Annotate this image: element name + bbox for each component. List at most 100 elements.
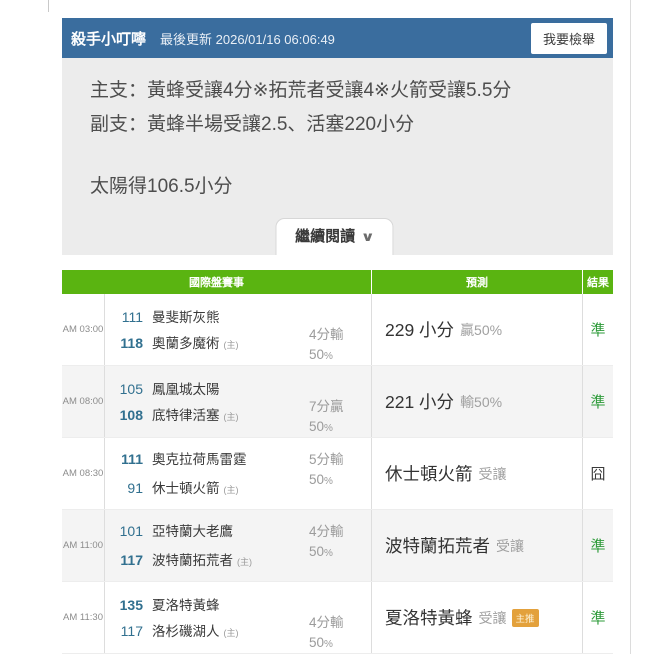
prediction-cell: 波特蘭拓荒者 受讓: [372, 510, 583, 581]
prediction-outcome: 輸50%: [460, 393, 503, 410]
result-cell: 準: [583, 294, 613, 365]
prediction-outcome: 受讓: [478, 465, 507, 482]
continue-reading-label: 繼續閱讀: [295, 228, 356, 245]
prediction-outcome: 受讓: [496, 537, 524, 554]
teams-cell: 135 夏洛特黃蜂 117 洛杉磯湖人 (主) 4分輸 50%: [105, 582, 372, 653]
home-team-line: 117 洛杉磯湖人 (主): [109, 620, 309, 640]
away-team-name: 曼斐斯灰熊: [152, 310, 220, 325]
tips-title: 殺手小叮嚀: [71, 30, 147, 48]
last-updated-text: 最後更新 2026/01/16 06:06:49: [160, 31, 335, 47]
right-page-divider: [630, 0, 631, 654]
table-header-row: 國際盤賽事 預測 結果: [62, 270, 613, 294]
spread-result: 4分輸 50%: [309, 327, 344, 362]
spread-result: 5分輸 50%: [309, 452, 344, 487]
home-team-name: 奧蘭多魔術: [152, 336, 220, 351]
away-team-line: 101 亞特蘭大老鷹: [109, 520, 309, 540]
table-row[interactable]: AM 11:00 101 亞特蘭大老鷹 117 波特蘭拓荒者 (主): [62, 510, 613, 582]
result-cell: 囧: [583, 438, 613, 509]
result-cell: 準: [583, 510, 613, 581]
prediction-cell: 229 小分 贏50%: [372, 294, 583, 365]
away-team-line: 105 鳳凰城太陽: [109, 378, 309, 398]
prediction-main: 夏洛特黃蜂: [385, 608, 473, 628]
prediction-outcome: 贏50%: [460, 321, 503, 338]
table-row[interactable]: AM 03:00 111 曼斐斯灰熊 118 奧蘭多魔術 (主): [62, 294, 613, 366]
table-row[interactable]: AM 08:30 111 奧克拉荷馬雷霆 91 休士頓火箭 (主): [62, 438, 613, 510]
game-time: AM 11:30: [62, 582, 105, 653]
main-pick-badge: 主推: [511, 608, 539, 627]
home-score: 91: [127, 480, 143, 496]
result-badge: 囧: [590, 466, 606, 483]
prediction-main: 229 小分: [385, 320, 455, 340]
home-tag: (主): [223, 412, 239, 422]
chevron-down-icon: ∨: [360, 229, 375, 244]
home-tag: (主): [223, 485, 239, 495]
home-score: 118: [120, 335, 143, 351]
away-score: 105: [119, 381, 143, 397]
away-team-line: 135 夏洛特黃蜂: [109, 594, 309, 614]
away-score: 135: [119, 597, 143, 613]
game-time: AM 08:00: [62, 366, 105, 437]
tips-line-main: 主支：黃蜂受讓4分※拓荒者受讓4※火箭受讓5.5分: [90, 80, 512, 101]
tips-panel: 主支：黃蜂受讓4分※拓荒者受讓4※火箭受讓5.5分 副支：黃蜂半場受讓2.5、活…: [62, 58, 613, 255]
away-team-line: 111 曼斐斯灰熊: [109, 306, 309, 326]
table-row[interactable]: AM 11:30 135 夏洛特黃蜂 117 洛杉磯湖人 (主): [62, 582, 613, 654]
tips-line-total: 太陽得106.5小分: [90, 176, 233, 197]
top-left-divider: [48, 0, 49, 12]
report-button[interactable]: 我要檢舉: [530, 22, 607, 54]
game-time: AM 03:00: [62, 294, 105, 365]
result-badge: 準: [590, 322, 606, 339]
teams-cell: 111 奧克拉荷馬雷霆 91 休士頓火箭 (主) 5分輸 50%: [105, 438, 372, 509]
home-team-line: 117 波特蘭拓荒者 (主): [109, 549, 309, 569]
game-time: AM 11:00: [62, 510, 105, 581]
home-team-line: 108 底特律活塞 (主): [109, 404, 309, 424]
away-team-name: 夏洛特黃蜂: [152, 598, 220, 613]
continue-reading-tab[interactable]: 繼續閱讀 ∨: [274, 218, 393, 255]
away-team-name: 鳳凰城太陽: [152, 382, 220, 397]
prediction-cell: 221 小分 輸50%: [372, 366, 583, 437]
home-team-name: 底特律活塞: [152, 408, 220, 423]
prediction-cell: 夏洛特黃蜂 受讓 主推: [372, 582, 583, 653]
column-header-result: 結果: [587, 277, 609, 289]
home-team-name: 洛杉磯湖人: [152, 624, 220, 639]
column-header-prediction: 預測: [372, 270, 583, 294]
home-team-line: 118 奧蘭多魔術 (主): [109, 332, 309, 352]
home-score: 117: [120, 623, 143, 639]
teams-cell: 105 鳳凰城太陽 108 底特律活塞 (主) 7分贏 50%: [105, 366, 372, 437]
table-row[interactable]: AM 08:00 105 鳳凰城太陽 108 底特律活塞 (主): [62, 366, 613, 438]
away-team-line: 111 奧克拉荷馬雷霆: [109, 448, 309, 468]
game-time: AM 08:30: [62, 438, 105, 509]
prediction-main: 波特蘭拓荒者: [385, 536, 490, 556]
result-badge: 準: [590, 538, 606, 555]
tips-header-bar: 殺手小叮嚀 最後更新 2026/01/16 06:06:49 我要檢舉: [62, 18, 613, 58]
away-team-name: 奧克拉荷馬雷霆: [152, 452, 247, 467]
home-tag: (主): [237, 557, 252, 567]
home-team-name: 休士頓火箭: [152, 481, 220, 496]
prediction-cell: 休士頓火箭 受讓: [372, 438, 583, 509]
games-table: 國際盤賽事 預測 結果 AM 03:00 111 曼斐斯灰熊 118 奧蘭多魔: [62, 270, 613, 654]
away-team-name: 亞特蘭大老鷹: [152, 524, 233, 539]
away-score: 111: [121, 309, 143, 325]
column-header-events: 國際盤賽事: [62, 270, 372, 294]
teams-cell: 111 曼斐斯灰熊 118 奧蘭多魔術 (主) 4分輸 50%: [105, 294, 372, 365]
home-score: 108: [119, 407, 143, 423]
away-score: 111: [121, 451, 143, 467]
home-team-line: 91 休士頓火箭 (主): [109, 477, 309, 497]
away-score: 101: [119, 523, 143, 539]
spread-result: 7分贏 50%: [309, 399, 344, 434]
result-badge: 準: [590, 610, 606, 627]
home-score: 117: [120, 552, 143, 568]
prediction-outcome: 受讓: [478, 609, 507, 626]
result-cell: 準: [583, 582, 613, 653]
tips-line-secondary: 副支：黃蜂半場受讓2.5、活塞220小分: [90, 114, 415, 135]
spread-result: 4分輸 50%: [309, 524, 344, 559]
result-badge: 準: [590, 394, 606, 411]
prediction-main: 221 小分: [385, 392, 455, 412]
teams-cell: 101 亞特蘭大老鷹 117 波特蘭拓荒者 (主) 4分輸 50%: [105, 510, 372, 581]
tips-card: 殺手小叮嚀 最後更新 2026/01/16 06:06:49 我要檢舉 主支：黃…: [62, 18, 613, 654]
home-tag: (主): [223, 628, 239, 638]
home-tag: (主): [223, 340, 239, 350]
spread-result: 4分輸 50%: [309, 615, 344, 650]
prediction-main: 休士頓火箭: [385, 464, 473, 484]
result-cell: 準: [583, 366, 613, 437]
